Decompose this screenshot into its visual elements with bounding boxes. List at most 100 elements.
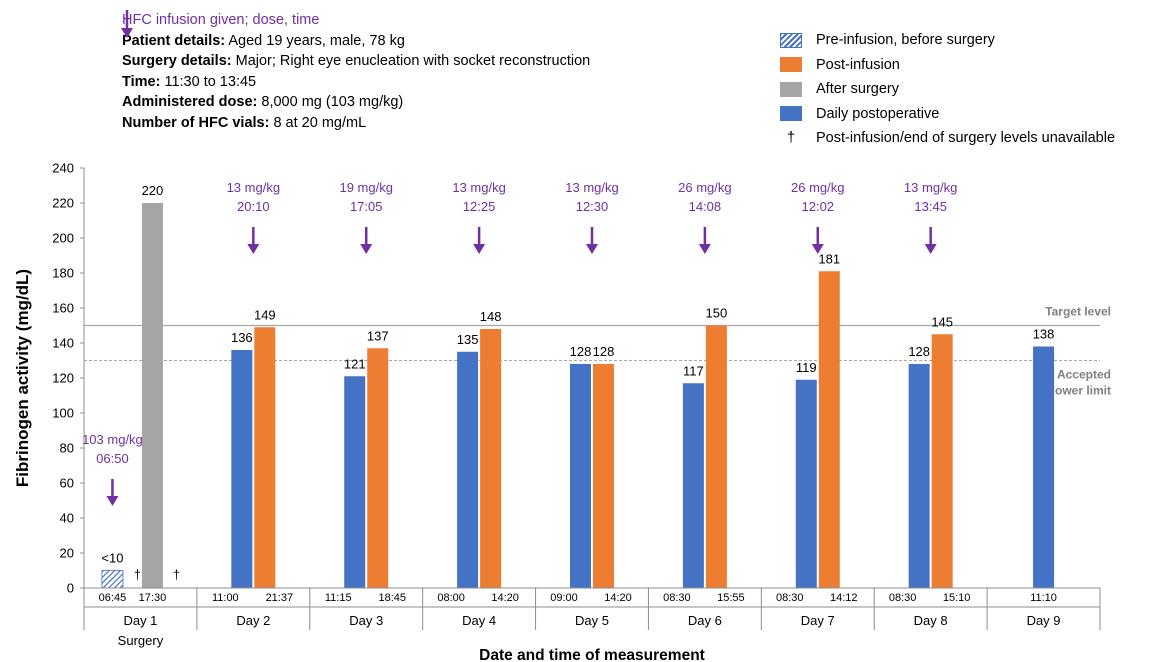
- day-label: Day 3: [349, 613, 383, 628]
- hfc-note-arrow-icon: [121, 10, 133, 38]
- bar-pre-infusion: [101, 570, 124, 589]
- legend-label: Post-infusion/end of surgery levels unav…: [816, 130, 1116, 147]
- infusion-time-label: 14:08: [689, 199, 722, 214]
- y-tick-label: 120: [52, 371, 74, 386]
- bar-value-label: 137: [367, 328, 389, 343]
- day-label: Day 9: [1027, 613, 1061, 628]
- bar-value-label: 128: [593, 344, 615, 359]
- bar-daily: [908, 364, 930, 588]
- y-tick-label: 0: [67, 581, 74, 596]
- bar-value-label: 121: [344, 356, 366, 371]
- administered-dose-label: Administered dose:: [122, 94, 258, 110]
- administered-dose: Administered dose: 8,000 mg (103 mg/kg): [122, 92, 590, 113]
- bar-value-label: 220: [142, 183, 164, 198]
- day-label: Day 8: [914, 613, 948, 628]
- infusion-time-label: 12:30: [576, 199, 609, 214]
- measurement-time-label: 14:12: [830, 592, 858, 604]
- bar-daily: [682, 383, 704, 588]
- measurement-time-label: 08:30: [776, 592, 804, 604]
- day-label: Day 4: [462, 613, 496, 628]
- bar-post-infusion: [931, 334, 953, 588]
- day-label: Day 2: [236, 613, 270, 628]
- day-label: Day 1: [123, 613, 157, 628]
- measurement-time-label: 11:10: [1030, 592, 1057, 604]
- y-tick-label: 20: [60, 546, 74, 561]
- measurement-time-label: 08:30: [663, 592, 691, 604]
- y-tick-label: 240: [52, 161, 74, 176]
- surgery-time: Time: 11:30 to 13:45: [122, 72, 590, 93]
- infusion-dose-label: 26 mg/kg: [678, 180, 731, 195]
- bar-post-infusion: [367, 348, 389, 588]
- bar-value-label: 136: [231, 330, 253, 345]
- y-tick-label: 40: [60, 511, 74, 526]
- measurement-time-label: 17:30: [139, 592, 167, 604]
- bar-post-infusion: [818, 271, 840, 588]
- hfc-note-text: HFC infusion given; dose, time: [122, 12, 320, 28]
- bar-post-infusion: [254, 327, 276, 588]
- y-tick-label: 180: [52, 266, 74, 281]
- y-tick-label: 100: [52, 406, 74, 421]
- day-subtitle: Surgery: [118, 633, 164, 648]
- legend-label: Daily postoperative: [816, 105, 940, 122]
- patient-details: Patient details: Aged 19 years, male, 78…: [122, 31, 590, 52]
- accepted-lower-limit-label: Accepted: [1057, 368, 1111, 382]
- measurement-time-label: 21:37: [266, 592, 294, 604]
- infusion-arrowhead-icon: [360, 244, 373, 254]
- bar-value-label: 135: [457, 332, 479, 347]
- dagger-marker: †: [134, 567, 141, 582]
- infusion-arrowhead-icon: [698, 244, 711, 254]
- legend-label: Pre-infusion, before surgery: [816, 32, 995, 49]
- bar-daily: [457, 351, 479, 588]
- measurement-time-label: 15:10: [943, 592, 971, 604]
- bar-post-infusion: [480, 329, 502, 588]
- bar-value-label: 145: [931, 314, 953, 329]
- bar-post-infusion: [593, 364, 614, 588]
- infusion-arrowhead-icon: [586, 244, 598, 254]
- measurement-time-label: 11:15: [325, 592, 352, 604]
- dagger-symbol: †: [786, 130, 796, 147]
- measurement-time-label: 08:00: [437, 592, 465, 604]
- measurement-time-label: 08:30: [889, 592, 917, 604]
- infusion-time-label: 17:05: [350, 199, 383, 214]
- infusion-arrowhead-icon: [106, 496, 119, 506]
- day-label: Day 7: [801, 613, 835, 628]
- y-tick-label: 220: [52, 196, 74, 211]
- bar-post-infusion: [705, 325, 727, 588]
- measurement-time-label: 14:20: [491, 592, 519, 604]
- infusion-time-label: 20:10: [237, 199, 270, 214]
- measurement-time-label: 06:45: [99, 592, 127, 604]
- day-label: Day 5: [575, 613, 609, 628]
- infusion-dose-label: 13 mg/kg: [227, 180, 280, 195]
- bar-after-surgery: [141, 203, 163, 588]
- dagger-marker: †: [173, 567, 180, 582]
- legend-swatch-hatched-blue: [780, 32, 802, 48]
- administered-dose-value: 8,000 mg (103 mg/kg): [257, 94, 404, 110]
- y-tick-label: 60: [60, 476, 74, 491]
- infusion-dose-label: 13 mg/kg: [452, 180, 505, 195]
- y-tick-label: 80: [60, 441, 74, 456]
- y-tick-label: 160: [52, 301, 74, 316]
- day-label: Day 6: [688, 613, 722, 628]
- bar-value-label: 117: [683, 363, 704, 378]
- legend-item-after-surgery: After surgery: [780, 77, 1115, 102]
- bar-value-label: 148: [480, 309, 502, 324]
- hfc-note-line: HFC infusion given; dose, time: [122, 10, 590, 31]
- bar-value-label: 138: [1033, 327, 1055, 342]
- bar-daily: [231, 350, 253, 588]
- infusion-arrowhead-icon: [811, 244, 824, 254]
- y-tick-label: 200: [52, 231, 74, 246]
- surgery-details-value: Major; Right eye enucleation with socket…: [231, 53, 591, 69]
- bar-daily: [795, 379, 817, 588]
- bar-value-label: 119: [796, 360, 817, 375]
- measurement-time-label: 18:45: [378, 592, 406, 604]
- bar-daily: [344, 376, 366, 588]
- infusion-time-label: 12:25: [463, 199, 496, 214]
- patient-details-label: Patient details:: [122, 32, 226, 49]
- patient-info-block: HFC infusion given; dose, time Patient d…: [122, 10, 590, 133]
- infusion-arrowhead-icon: [473, 244, 486, 254]
- legend-item-daily-postoperative: Daily postoperative: [780, 102, 1115, 127]
- bar-daily: [570, 364, 591, 588]
- infusion-time-label: 13:45: [914, 199, 947, 214]
- measurement-time-label: 09:00: [550, 592, 578, 604]
